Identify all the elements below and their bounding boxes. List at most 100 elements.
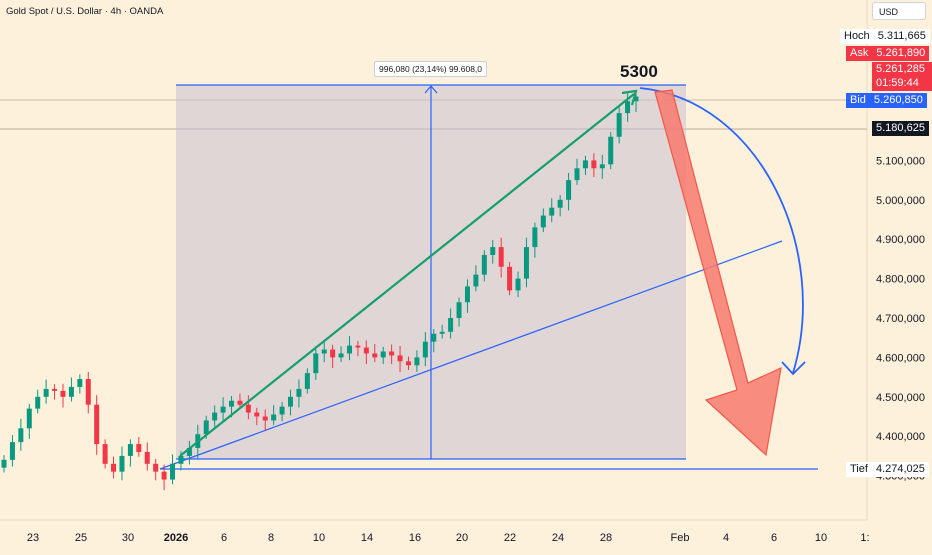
candle-up — [229, 400, 235, 407]
candle-up — [633, 96, 639, 102]
ask-value: 5.261,890 — [872, 46, 930, 61]
candle-down — [102, 444, 108, 464]
time-tick-label: 20 — [456, 532, 468, 544]
time-tick-label: 6 — [771, 532, 777, 544]
candle-up — [313, 353, 319, 374]
symbol-title[interactable]: Gold Spot / U.S. Dollar · 4h · OANDA — [6, 6, 164, 17]
candle-up — [464, 286, 470, 303]
last-price-tag: 5.261,285 01:59:44 — [872, 62, 932, 91]
candle-up — [456, 302, 462, 318]
bid-value: 5.260,850 — [869, 93, 927, 108]
candle-up — [431, 333, 437, 342]
candle-up — [170, 463, 176, 480]
candle-down — [254, 412, 260, 417]
candle-up — [566, 180, 572, 200]
candle-down — [237, 400, 243, 405]
candle-up — [321, 349, 327, 354]
candle-up — [582, 160, 588, 169]
candle-up — [616, 113, 622, 137]
price-tick-label: 4.700,000 — [876, 313, 925, 325]
candle-up — [220, 406, 226, 413]
time-tick-label: 1: — [860, 532, 869, 544]
candle-down — [85, 379, 91, 405]
candle-down — [144, 451, 150, 464]
green-arrow-head — [621, 89, 638, 106]
candle-up — [625, 101, 631, 114]
candle-down — [111, 463, 117, 472]
candle-up — [279, 406, 285, 415]
blue-curve-arrow[interactable] — [639, 87, 804, 374]
price-tick-label: 4.800,000 — [876, 274, 925, 286]
price-axis[interactable]: 5.100,000 5.000,000 4.900,000 4.800,000 4.70… — [876, 155, 925, 482]
candle-up — [43, 388, 49, 397]
time-axis[interactable]: 23 25 30 2026 6 8 10 14 16 20 22 24 28 Feb 4 6 10 1: — [27, 532, 870, 544]
green-trend-arrow[interactable] — [179, 93, 635, 457]
price-tick-label: 4.900,000 — [876, 234, 925, 246]
candle-up — [515, 278, 521, 291]
last-price-value: 5.261,285 — [876, 63, 925, 75]
price-tick-label: 4.500,000 — [876, 392, 925, 404]
candle-down — [153, 463, 159, 472]
price-tick-label: 5.100,000 — [876, 155, 925, 167]
high-value: 5.311,665 — [873, 29, 930, 44]
range-arrow-head — [424, 85, 438, 94]
currency-button[interactable]: USD — [872, 2, 926, 20]
candle-up — [523, 247, 529, 279]
candle-up — [288, 396, 294, 407]
low-key: Tief — [846, 462, 872, 477]
candle-down — [161, 471, 167, 480]
candle-up — [338, 353, 344, 358]
candle-up — [1, 459, 7, 468]
candle-down — [363, 347, 369, 354]
time-tick-label: 30 — [122, 532, 134, 544]
bid-key: Bid — [846, 93, 870, 108]
candle-up — [68, 386, 74, 397]
candle-up — [422, 341, 428, 358]
time-tick-label: 10 — [313, 532, 325, 544]
candle-down — [355, 345, 361, 348]
low-tag: Tief 4.274,025 — [846, 462, 929, 477]
high-tag: Hoch 5.311,665 — [840, 29, 930, 44]
candle-up — [599, 164, 605, 169]
candle-down — [94, 404, 100, 445]
candle-up — [186, 448, 192, 456]
candle-down — [136, 444, 142, 452]
candle-down — [262, 416, 268, 421]
candle-up — [473, 274, 479, 287]
candle-up — [346, 345, 352, 354]
candle-up — [77, 379, 83, 387]
candle-up — [448, 318, 454, 332]
candle-up — [490, 247, 496, 255]
candle-up — [35, 396, 41, 409]
candle-up — [203, 420, 209, 435]
candle-down — [591, 160, 597, 169]
time-tick-label: 6 — [221, 532, 227, 544]
candle-up — [481, 254, 487, 275]
price-tick-label: 4.600,000 — [876, 352, 925, 364]
candle-up — [304, 373, 310, 389]
candle-up — [574, 168, 580, 181]
candle-up — [178, 455, 184, 464]
price-tick-label: 5.000,000 — [876, 195, 925, 207]
candle-up — [9, 442, 15, 460]
high-key: Hoch — [840, 29, 874, 44]
candle-up — [26, 408, 32, 429]
time-tick-label: 16 — [409, 532, 421, 544]
red-down-arrow[interactable] — [654, 89, 782, 457]
candle-up — [271, 414, 277, 421]
time-tick-label: 24 — [552, 532, 564, 544]
blue-trendline[interactable] — [159, 240, 783, 470]
candle-up — [380, 351, 386, 358]
candle-down — [397, 355, 403, 362]
ask-key: Ask — [846, 46, 873, 61]
candle-down — [52, 388, 58, 391]
bar-countdown: 01:59:44 — [876, 77, 919, 89]
candle-down — [389, 351, 395, 356]
time-tick-label: 23 — [27, 532, 39, 544]
candle-up — [608, 136, 614, 165]
price-tick-label: 4.400,000 — [876, 431, 925, 443]
candle-up — [549, 207, 555, 216]
time-tick-label: 22 — [504, 532, 516, 544]
